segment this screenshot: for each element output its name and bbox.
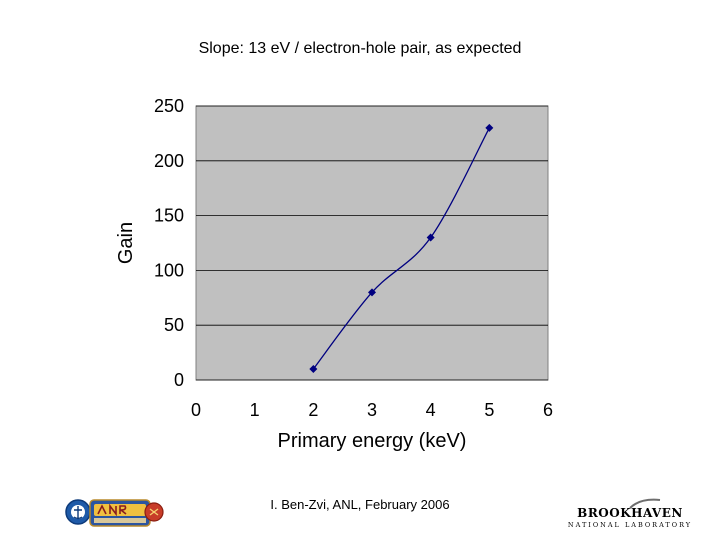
y-tick-label: 250: [154, 96, 184, 116]
bnl-name: BROOKHAVEN: [577, 506, 683, 520]
bnl-swoosh-icon: [629, 498, 661, 509]
x-tick-label: 1: [250, 400, 260, 420]
x-tick-label: 2: [308, 400, 318, 420]
y-tick-label: 0: [174, 370, 184, 390]
x-tick-labels: 0 1 2 3 4 5 6: [191, 400, 553, 420]
y-tick-label: 200: [154, 151, 184, 171]
x-axis-label: Primary energy (keV): [278, 430, 467, 452]
y-tick-label: 100: [154, 260, 184, 280]
data-point: [368, 288, 376, 297]
brookhaven-logo: BROOKHAVEN NATIONAL LABORATORY: [560, 496, 700, 536]
data-point: [485, 123, 494, 132]
x-tick-label: 0: [191, 400, 201, 420]
onr-logo: [65, 499, 164, 527]
y-tick-label: 150: [154, 206, 184, 226]
y-tick-labels: 0 50 100 150 200 250: [154, 96, 184, 390]
y-axis-label: Gain: [115, 222, 137, 264]
bnl-subtitle: NATIONAL LABORATORY: [567, 521, 693, 529]
x-tick-label: 5: [484, 400, 494, 420]
data-markers: [309, 123, 494, 374]
plot-area: [195, 105, 549, 381]
data-point: [309, 365, 318, 374]
footer-credit: I. Ben-Zvi, ANL, February 2006: [270, 497, 450, 512]
gridlines: [196, 105, 548, 381]
x-tick-label: 4: [426, 400, 436, 420]
x-tick-label: 3: [367, 400, 377, 420]
data-point: [426, 233, 435, 242]
x-tick-label: 6: [543, 400, 553, 420]
y-tick-label: 50: [164, 315, 184, 335]
slide-title: Slope: 13 eV / electron-hole pair, as ex…: [198, 40, 522, 57]
series-line: [312, 127, 490, 370]
gain-chart: 0 50 100 150 200 250 0 1 2 3 4 5 6 Gain Primary ene…: [115, 96, 553, 452]
